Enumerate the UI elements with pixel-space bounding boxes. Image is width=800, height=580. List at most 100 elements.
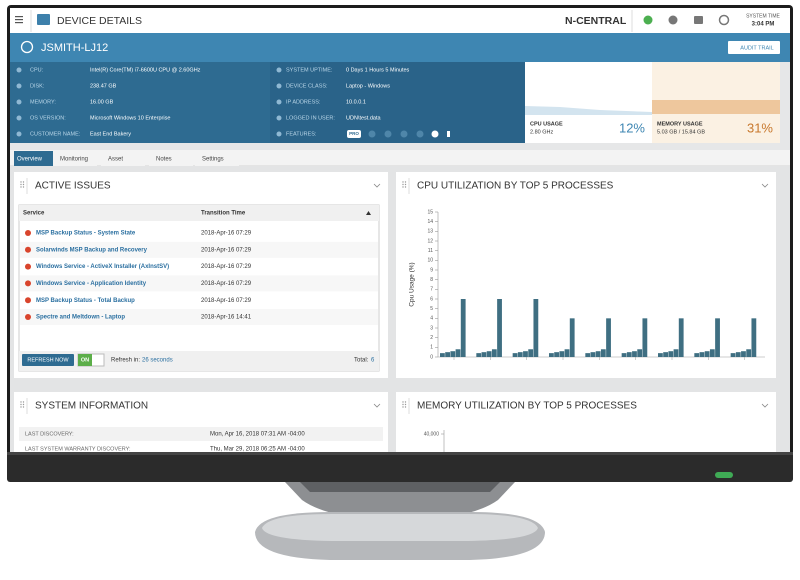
bar xyxy=(626,352,632,357)
issue-service[interactable]: Solarwinds MSP Backup and Recovery xyxy=(36,247,148,253)
bar xyxy=(694,353,700,357)
collapse-icon[interactable] xyxy=(20,40,34,54)
issue-status-icon xyxy=(25,230,31,236)
bar xyxy=(523,351,528,357)
bar xyxy=(445,352,450,357)
y-tick-label: 0 xyxy=(430,354,433,360)
tab-label: Settings xyxy=(202,157,224,163)
info-label: LAST DISCOVERY: xyxy=(25,431,74,437)
property-icon xyxy=(276,99,282,105)
drag-handle-dot xyxy=(20,406,22,408)
tab[interactable] xyxy=(149,151,193,166)
device-icon xyxy=(37,14,50,25)
column-header: Service xyxy=(23,211,45,217)
auto-refresh-toggle-label: ON xyxy=(81,357,89,363)
bar xyxy=(554,352,559,357)
tab-label: Monitoring xyxy=(60,157,88,163)
issue-service[interactable]: Windows Service - Application Identity xyxy=(36,281,147,287)
property-value: East End Bakery xyxy=(90,131,131,137)
bar xyxy=(709,349,715,357)
logout-icon[interactable] xyxy=(694,16,703,24)
system-time-label: SYSTEM TIME xyxy=(746,13,780,19)
panel-collapse-chevron[interactable] xyxy=(373,403,381,408)
property-label: DEVICE CLASS: xyxy=(286,83,328,89)
issues-row-stripe xyxy=(20,241,378,258)
feature-icon xyxy=(431,130,439,138)
menu-icon-line xyxy=(15,22,23,24)
y-tick-label: 13 xyxy=(427,229,433,235)
tab[interactable] xyxy=(101,151,145,166)
audit-trail-button[interactable] xyxy=(728,41,780,54)
user-icon[interactable] xyxy=(668,15,678,25)
tab-label: Overview xyxy=(17,157,43,163)
panel-collapse-chevron[interactable] xyxy=(373,183,381,188)
issue-service[interactable]: MSP Backup Status - Total Backup xyxy=(36,298,135,304)
drag-handle-dot xyxy=(22,186,25,188)
issue-time: 2018-Apr-16 07:29 xyxy=(201,298,252,304)
drag-handle-dot xyxy=(402,403,404,406)
menu-icon-line xyxy=(15,19,23,21)
memory-usage-detail: 5.03 GB / 15.84 GB xyxy=(657,129,705,135)
bar xyxy=(699,352,705,357)
panel-collapse-chevron[interactable] xyxy=(761,403,769,408)
property-label: LOGGED IN USER: xyxy=(286,115,335,121)
properties-panel-right xyxy=(270,62,525,143)
bar xyxy=(600,349,606,357)
refresh-button[interactable] xyxy=(22,354,74,366)
y-tick-label: 9 xyxy=(430,267,433,273)
drag-handle-dot xyxy=(404,183,407,186)
bar xyxy=(668,351,674,357)
y-tick-label: 6 xyxy=(430,296,433,302)
property-icon xyxy=(276,67,282,73)
bar xyxy=(450,351,456,357)
tab-label: Asset xyxy=(108,157,123,163)
monitor-chin xyxy=(7,452,793,482)
info-label: LAST SYSTEM WARRANTY DISCOVERY: xyxy=(25,446,131,452)
bar xyxy=(533,299,539,357)
y-tick-label: 3 xyxy=(430,325,433,331)
bar xyxy=(460,299,466,357)
property-value: 0 Days 1 Hours 5 Minutes xyxy=(346,67,410,73)
property-label: CUSTOMER NAME: xyxy=(30,131,81,137)
y-tick-label: 15 xyxy=(427,209,433,215)
help-icon[interactable] xyxy=(718,14,730,26)
bar xyxy=(549,353,554,357)
property-icon xyxy=(276,83,282,89)
feature-icon xyxy=(368,130,376,138)
issue-service[interactable]: MSP Backup Status - System State xyxy=(36,231,136,237)
bar xyxy=(528,349,534,357)
drag-handle-dot xyxy=(20,401,22,403)
property-icon xyxy=(16,115,22,121)
sort-arrow[interactable] xyxy=(366,211,371,215)
tab[interactable] xyxy=(195,151,239,166)
drag-handle-dot xyxy=(402,186,404,188)
y-axis-label: Cpu Usage (%) xyxy=(409,262,416,306)
device-bar xyxy=(10,33,790,62)
feature-badge-label: PRO xyxy=(349,131,359,136)
property-icon xyxy=(276,131,282,137)
bar xyxy=(481,352,487,357)
monitor-chin-highlight xyxy=(7,452,793,455)
issue-service[interactable]: Windows Service - ActiveX Installer (AxI… xyxy=(36,264,169,270)
tab[interactable] xyxy=(53,151,97,166)
feature-icon xyxy=(447,131,450,137)
panel xyxy=(14,172,388,378)
drag-handle-dot xyxy=(402,406,404,408)
y-tick-label: 2 xyxy=(430,335,433,341)
issue-service[interactable]: Spectre and Meltdown - Laptop xyxy=(36,315,125,321)
bar xyxy=(569,318,575,357)
bar xyxy=(440,353,445,357)
panel-collapse-chevron[interactable] xyxy=(761,183,769,188)
y-tick-label: 8 xyxy=(430,277,433,283)
cpu-usage-label: CPU USAGE xyxy=(530,121,563,127)
bar xyxy=(606,318,611,357)
property-value: Intel(R) Core(TM) i7-6600U CPU @ 2.60GHz xyxy=(90,67,201,73)
tab[interactable] xyxy=(14,151,53,166)
property-value: 10.0.0.1 xyxy=(346,99,366,105)
issue-status-icon xyxy=(25,297,31,304)
cpu-usage-detail: 2.80 GHz xyxy=(530,129,553,135)
issue-time: 2018-Apr-16 07:29 xyxy=(201,247,252,253)
drag-handle-dot xyxy=(22,183,25,186)
notification-icon[interactable] xyxy=(643,15,653,25)
panel-title: CPU UTILIZATION BY TOP 5 PROCESSES xyxy=(417,181,614,192)
